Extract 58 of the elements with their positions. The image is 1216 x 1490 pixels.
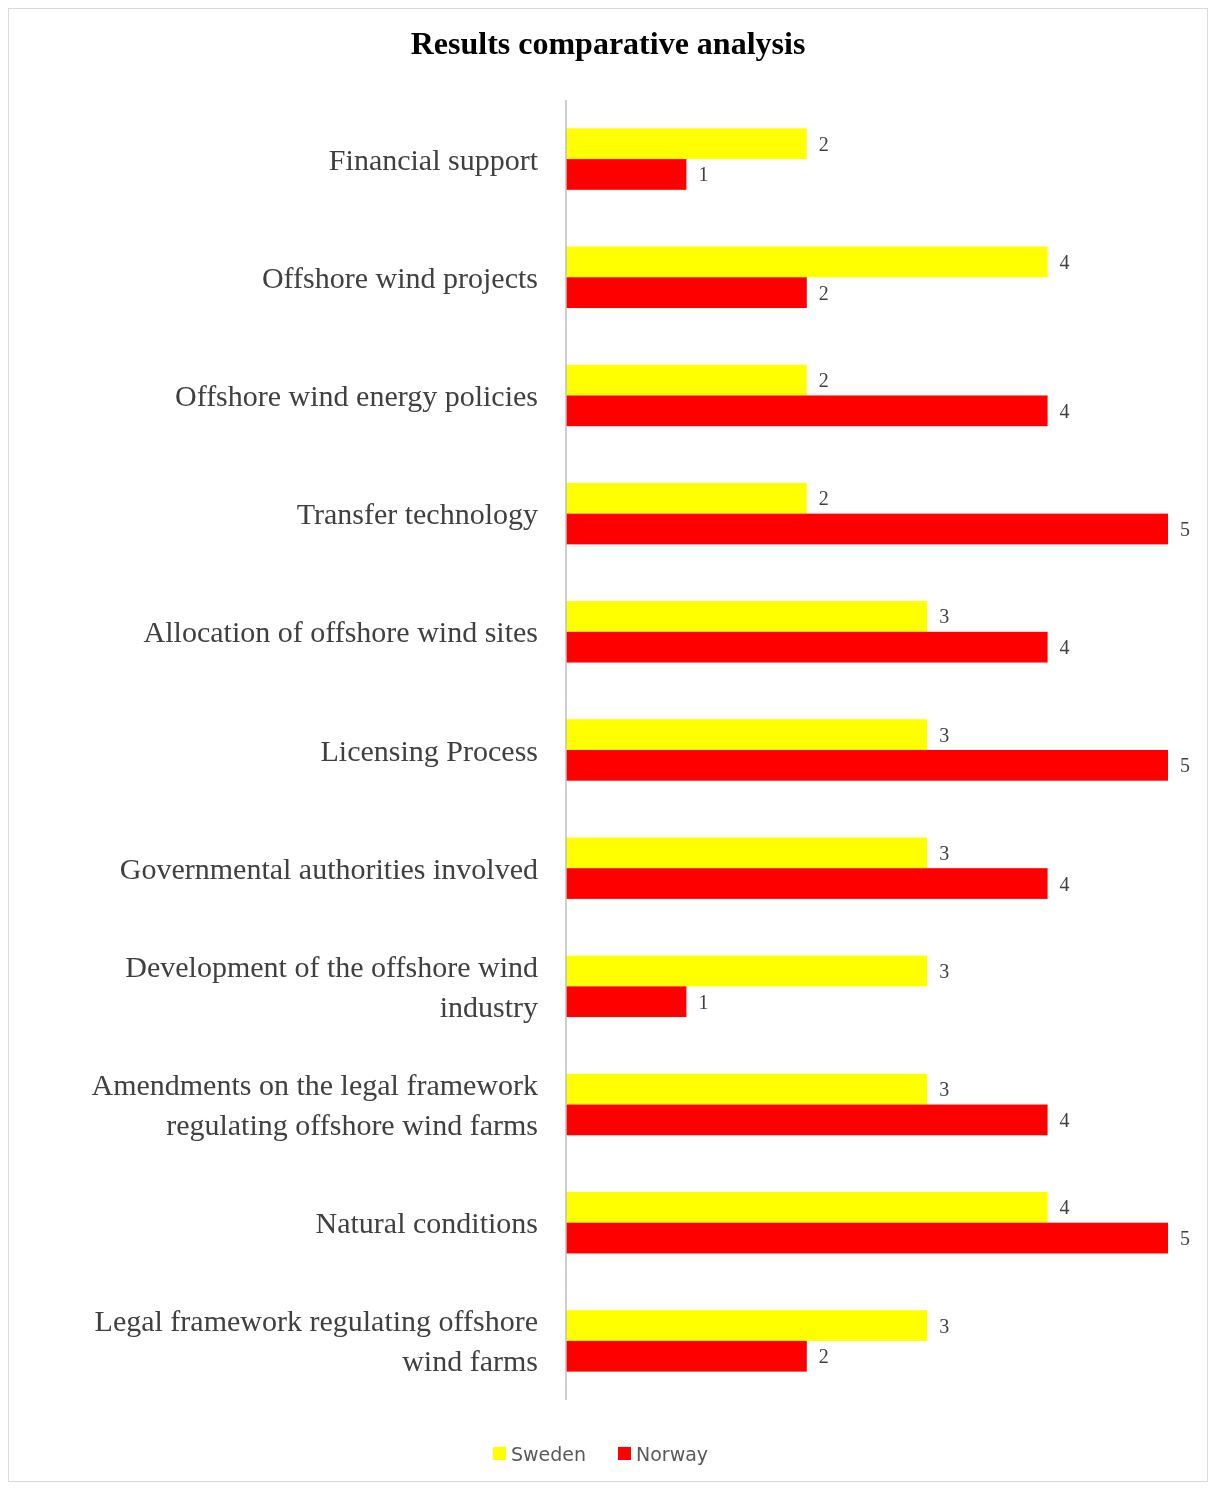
data-label: 2 — [818, 487, 829, 510]
bar — [566, 364, 807, 396]
y-tick-label: Offshore wind projects — [261, 260, 538, 294]
bar — [566, 1222, 1168, 1254]
data-label: 4 — [1059, 1108, 1070, 1131]
data-label: 1 — [698, 163, 709, 186]
y-tick-label: Amendments on the legal framework regulating offshore wind farms — [91, 1068, 538, 1142]
data-label: 5 — [1180, 754, 1190, 777]
y-tick-label: Licensing Process — [320, 733, 538, 767]
bar — [566, 1310, 928, 1341]
bar — [566, 601, 928, 632]
data-label: 4 — [1059, 250, 1070, 273]
bar — [566, 159, 687, 190]
y-tick-label: Offshore wind energy policies — [175, 378, 538, 412]
data-label: 4 — [1059, 399, 1070, 422]
bar — [566, 719, 928, 750]
data-label: 3 — [939, 723, 950, 746]
bar — [566, 128, 807, 160]
data-label: 3 — [939, 605, 950, 628]
y-tick-label: Development of the offshore wind industry — [125, 949, 538, 1023]
y-tick-label: Natural conditions — [315, 1206, 538, 1240]
bar — [566, 513, 1168, 545]
bar — [566, 837, 928, 869]
data-label: 4 — [1059, 872, 1070, 895]
data-label: 2 — [818, 369, 829, 392]
y-tick-label: Governmental authorities involved — [119, 851, 538, 885]
data-label: 2 — [818, 1345, 829, 1368]
legend-label: Sweden — [511, 1443, 587, 1465]
y-tick-label: Financial support — [328, 142, 539, 176]
bar — [566, 1340, 807, 1372]
y-tick-label: Allocation of offshore wind sites — [143, 615, 538, 649]
bar — [566, 277, 807, 308]
y-tick-label: Legal framework regulating offshore wind farms — [94, 1304, 538, 1378]
data-label: 2 — [818, 132, 829, 155]
data-label: 5 — [1180, 1227, 1190, 1250]
data-label: 1 — [698, 990, 709, 1013]
bar — [566, 955, 928, 987]
data-label: 3 — [939, 960, 950, 982]
bar — [566, 986, 687, 1018]
bar — [566, 1073, 928, 1105]
data-label: 2 — [818, 281, 829, 304]
bar — [566, 395, 1048, 427]
legend-label: Norway — [636, 1443, 709, 1465]
chart-title: Results comparative analysis — [410, 25, 806, 61]
bar — [566, 631, 1048, 663]
data-label: 5 — [1180, 518, 1190, 540]
bar — [566, 1192, 1048, 1223]
bar — [566, 246, 1048, 278]
bar — [566, 482, 807, 514]
bar — [566, 750, 1168, 781]
data-label: 4 — [1059, 636, 1070, 659]
data-label: 3 — [939, 1078, 950, 1101]
y-tick-label: Transfer technology — [296, 497, 538, 531]
bar — [566, 868, 1048, 899]
data-label: 3 — [939, 841, 950, 864]
data-label: 4 — [1059, 1196, 1070, 1219]
data-label: 3 — [939, 1314, 950, 1337]
bar — [566, 1104, 1048, 1136]
